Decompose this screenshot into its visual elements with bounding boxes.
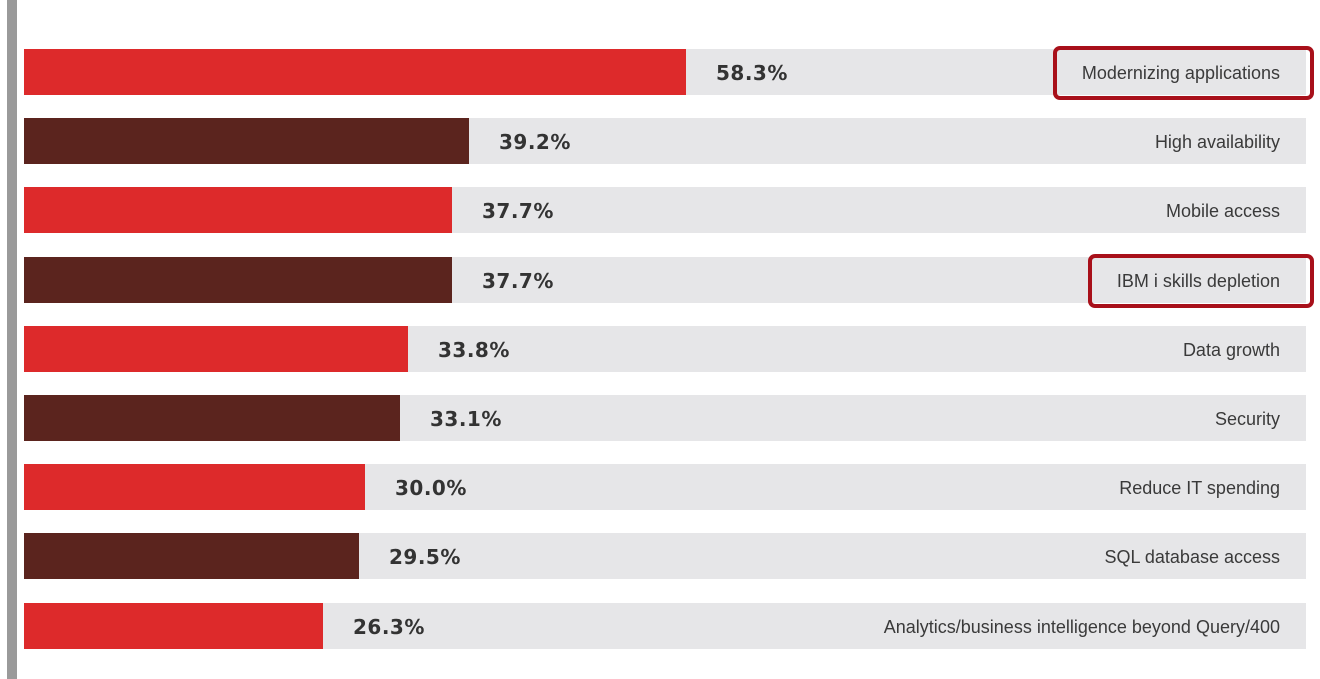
value-label: 26.3% (353, 615, 425, 639)
category-label: Modernizing applications (1081, 63, 1280, 83)
highlight-box (1088, 254, 1314, 308)
bar (24, 118, 469, 164)
category-label: SQL database access (1104, 547, 1280, 567)
value-label: 29.5% (389, 545, 461, 569)
category-label: Data growth (1182, 340, 1280, 360)
bar (24, 257, 452, 303)
value-label: 30.0% (395, 476, 467, 500)
category-label: Analytics/business intelligence beyond Q… (883, 617, 1280, 637)
category-label: Security (1214, 409, 1280, 429)
y-axis-line (7, 0, 17, 679)
value-label: 37.7% (482, 199, 554, 223)
bar (24, 326, 408, 372)
value-label: 39.2% (499, 130, 571, 154)
category-label: Reduce IT spending (1119, 478, 1280, 498)
bar (24, 533, 359, 579)
value-label: 33.8% (438, 338, 510, 362)
value-label: 33.1% (430, 407, 502, 431)
bar (24, 464, 365, 510)
bar (24, 187, 452, 233)
bar (24, 603, 323, 649)
category-label: Mobile access (1165, 201, 1280, 221)
bar (24, 395, 400, 441)
value-label: 37.7% (482, 269, 554, 293)
value-label: 58.3% (716, 61, 788, 85)
bar (24, 49, 686, 95)
category-label: IBM i skills depletion (1116, 271, 1280, 291)
highlight-box (1053, 46, 1314, 100)
category-label: High availability (1154, 132, 1280, 152)
